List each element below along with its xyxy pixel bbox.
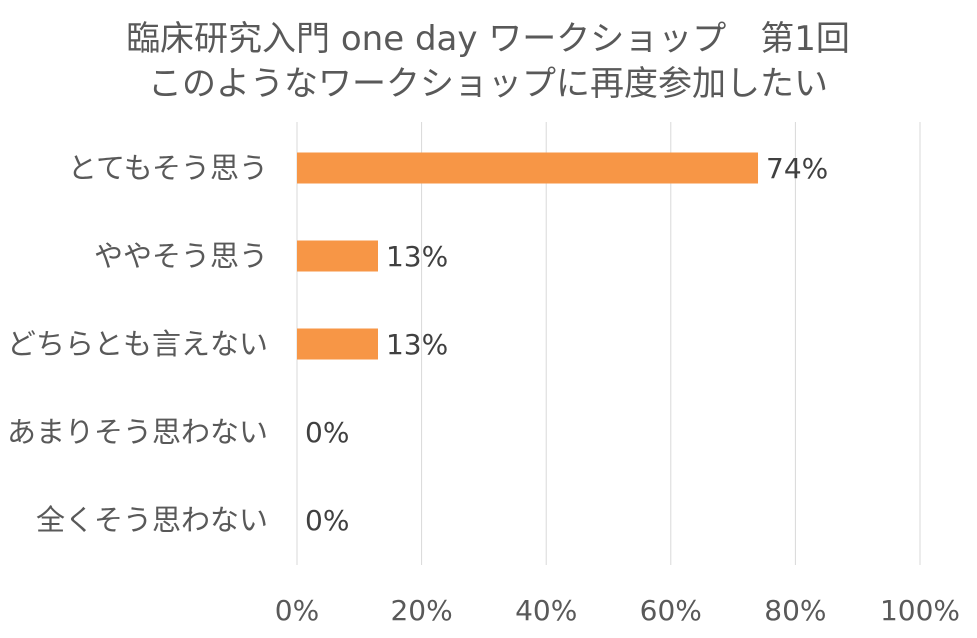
data-labels: 74% 13% 13% 0% 0% xyxy=(305,152,828,537)
bar xyxy=(297,152,759,184)
bar xyxy=(297,240,378,272)
category-label: とてもそう思う xyxy=(68,151,268,185)
x-axis-ticks: 0% 20% 40% 60% 80% 100% xyxy=(275,594,960,627)
x-tick-label: 60% xyxy=(640,594,702,627)
category-label: あまりそう思わない xyxy=(7,415,268,449)
data-label: 0% xyxy=(305,416,349,449)
x-tick-label: 20% xyxy=(390,594,452,627)
data-label: 13% xyxy=(386,240,448,273)
data-label: 0% xyxy=(305,504,349,537)
bar xyxy=(297,328,378,360)
x-tick-label: 40% xyxy=(515,594,577,627)
data-label: 74% xyxy=(766,152,828,185)
category-label: ややそう思う xyxy=(94,239,268,273)
x-tick-label: 80% xyxy=(764,594,826,627)
gridlines xyxy=(296,122,921,565)
x-tick-label: 0% xyxy=(275,594,319,627)
chart-title: 臨床研究入門 one day ワークショップ 第1回 xyxy=(126,19,850,59)
x-tick-label: 100% xyxy=(880,594,960,627)
data-label: 13% xyxy=(386,328,448,361)
bars xyxy=(297,152,759,360)
category-label: 全くそう思わない xyxy=(36,503,268,537)
chart-subtitle: このようなワークショップに再度参加したい xyxy=(148,64,828,104)
category-label: どちらとも言えない xyxy=(7,327,268,361)
